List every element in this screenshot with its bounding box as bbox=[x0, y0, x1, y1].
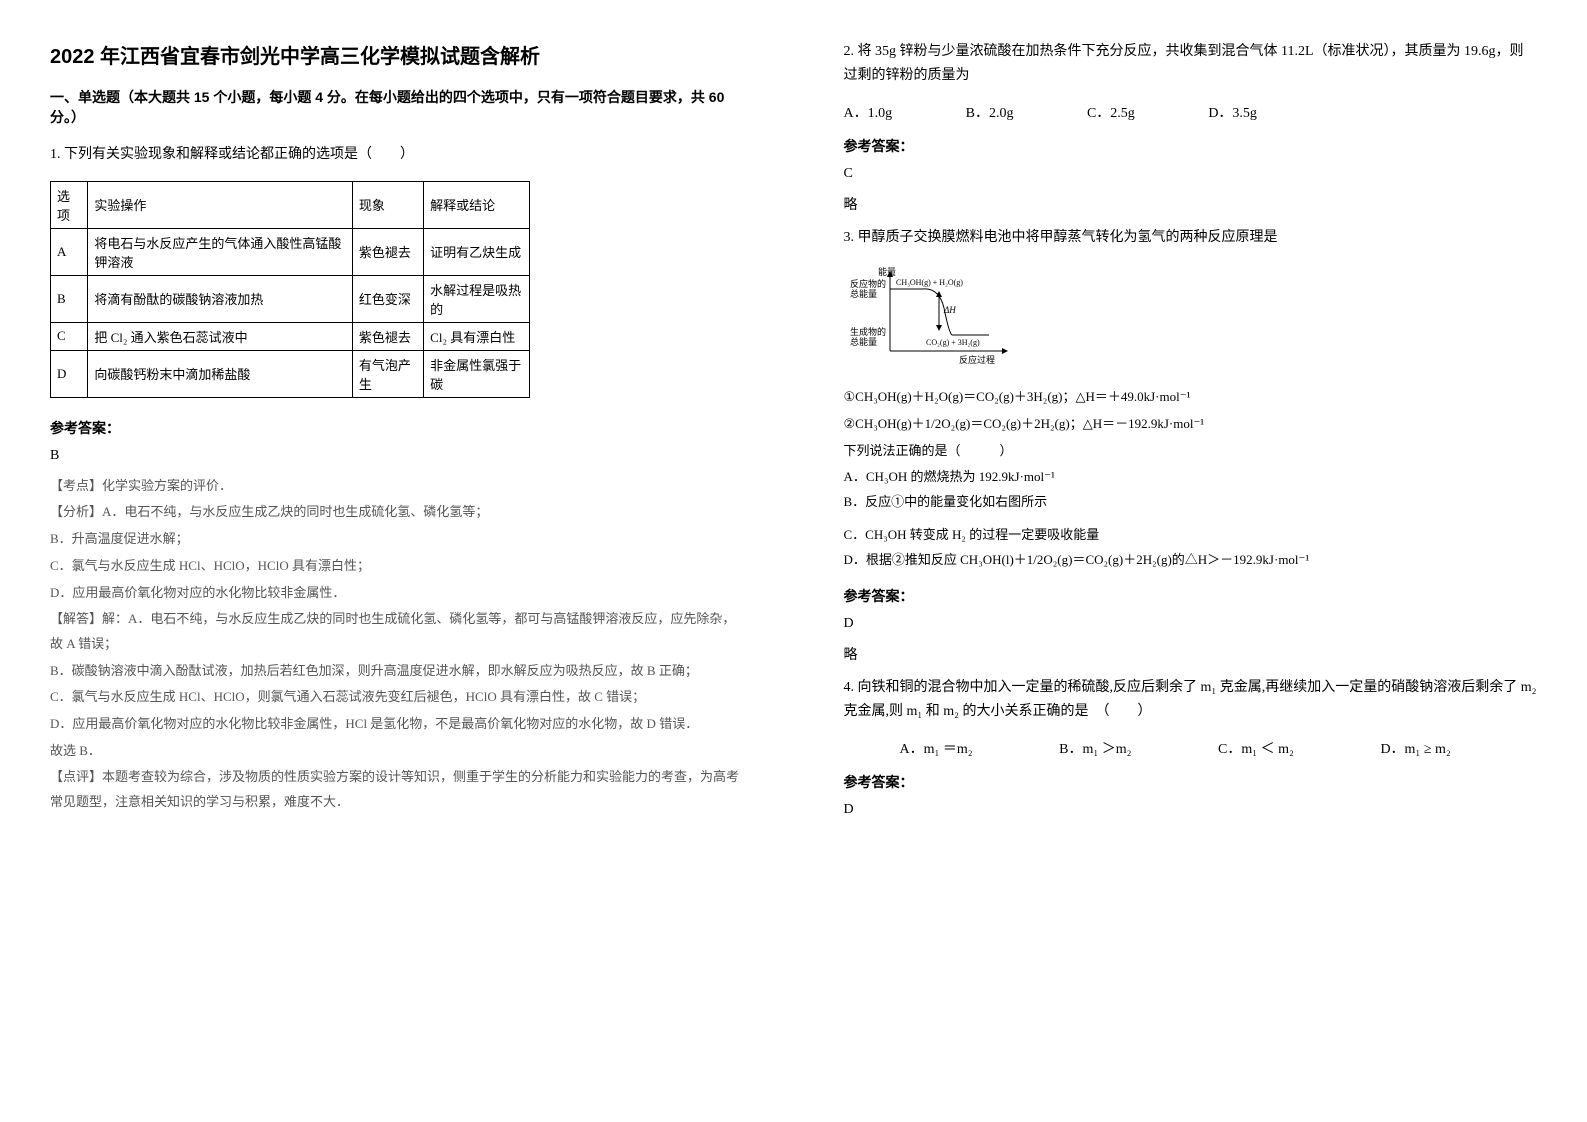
diagram-reactants-formula: CH₃OH(g) + H₂O(g) bbox=[896, 278, 963, 287]
q2-option-a: A．1.0g bbox=[844, 102, 893, 122]
table-row: C 把 Cl₂ 通入紫色石蕊试液中 紫色褪去 Cl₂ 具有漂白性 bbox=[51, 322, 530, 350]
th-conclusion: 解释或结论 bbox=[424, 181, 530, 228]
cell: 紫色褪去 bbox=[352, 228, 423, 275]
q1-analysis: 【考点】化学实验方案的评价． 【分析】A．电石不纯，与水反应生成乙炔的同时也生成… bbox=[50, 474, 744, 815]
svg-text:总能量: 总能量 bbox=[850, 288, 877, 299]
table-row: B 将滴有酚酞的碳酸钠溶液加热 红色变深 水解过程是吸热的 bbox=[51, 275, 530, 322]
q2-answer-letter: C bbox=[844, 166, 1538, 182]
th-phenomenon: 现象 bbox=[352, 181, 423, 228]
table-row: D 向碳酸钙粉末中滴加稀盐酸 有气泡产生 非金属性氯强于碳 bbox=[51, 350, 530, 397]
q2-brief: 略 bbox=[844, 194, 1538, 214]
q4-answer-letter: D bbox=[844, 802, 1538, 818]
cell: 将滴有酚酞的碳酸钠溶液加热 bbox=[88, 275, 352, 322]
th-operation: 实验操作 bbox=[88, 181, 352, 228]
left-column: 2022 年江西省宜春市剑光中学高三化学模拟试题含解析 一、单选题（本大题共 1… bbox=[0, 0, 794, 1122]
q3-stem: 3. 甲醇质子交换膜燃料电池中将甲醇蒸气转化为氢气的两种反应原理是 bbox=[844, 226, 1538, 250]
table-row: A 将电石与水反应产生的气体通入酸性高锰酸钾溶液 紫色褪去 证明有乙炔生成 bbox=[51, 228, 530, 275]
cell: 紫色褪去 bbox=[352, 322, 423, 350]
q3-option-c: C．CH₃OH 转变成 H₂ 的过程一定要吸收能量 bbox=[844, 523, 1538, 548]
q3-option-d: D．根据②推知反应 CH₃OH(l)＋1/2O₂(g)＝CO₂(g)＋2H₂(g… bbox=[844, 548, 1538, 573]
diagram-products-formula: CO₂(g) + 3H₂(g) bbox=[926, 338, 980, 347]
q3-brief: 略 bbox=[844, 644, 1538, 664]
q4-option-b: B．m₁ ＞m₂ bbox=[1031, 738, 1131, 758]
q1-stem: 1. 下列有关实验现象和解释或结论都正确的选项是（ ） bbox=[50, 143, 744, 167]
cell: D bbox=[51, 350, 88, 397]
q1-answer-label: 参考答案： bbox=[50, 418, 744, 438]
q4-stem: 4. 向铁和铜的混合物中加入一定量的稀硫酸,反应后剩余了 m₁ 克金属,再继续加… bbox=[844, 676, 1538, 724]
section-intro: 一、单选题（本大题共 15 个小题，每小题 4 分。在每小题给出的四个选项中，只… bbox=[50, 87, 744, 127]
cell: 证明有乙炔生成 bbox=[424, 228, 530, 275]
cell: 将电石与水反应产生的气体通入酸性高锰酸钾溶液 bbox=[88, 228, 352, 275]
analysis-line: B．升高温度促进水解； bbox=[50, 527, 744, 552]
q3-answer-label: 参考答案： bbox=[844, 586, 1538, 606]
cell: 向碳酸钙粉末中滴加稀盐酸 bbox=[88, 350, 352, 397]
q2-option-c: C．2.5g bbox=[1087, 102, 1135, 122]
cell: A bbox=[51, 228, 88, 275]
cell: 红色变深 bbox=[352, 275, 423, 322]
q3-eq2: ②CH₃OH(g)＋1/2O₂(g)＝CO₂(g)＋2H₂(g)；△H＝－192… bbox=[844, 412, 1538, 437]
diagram-ylabel: 能量 bbox=[878, 266, 896, 277]
analysis-line: C．氯气与水反应生成 HCl、HClO，HClO 具有漂白性； bbox=[50, 554, 744, 579]
svg-text:总能量: 总能量 bbox=[850, 336, 877, 347]
table-header-row: 选项 实验操作 现象 解释或结论 bbox=[51, 181, 530, 228]
analysis-line: 故选 B． bbox=[50, 739, 744, 764]
cell: Cl₂ 具有漂白性 bbox=[424, 322, 530, 350]
q2-answer-label: 参考答案： bbox=[844, 136, 1538, 156]
q3-follow: 下列说法正确的是（ ） bbox=[844, 439, 1538, 464]
analysis-line: B．碳酸钠溶液中滴入酚酞试液，加热后若红色加深，则升高温度促进水解，即水解反应为… bbox=[50, 659, 744, 684]
q1-table: 选项 实验操作 现象 解释或结论 A 将电石与水反应产生的气体通入酸性高锰酸钾溶… bbox=[50, 181, 530, 398]
q4-option-a: A．m₁ ＝m₂ bbox=[872, 738, 973, 758]
diagram-dh: ΔH bbox=[943, 305, 956, 315]
analysis-line: D．应用最高价氧化物对应的水化物比较非金属性，HCl 是氢化物，不是最高价氧化物… bbox=[50, 712, 744, 737]
q3-eq1: ①CH₃OH(g)＋H₂O(g)＝CO₂(g)＋3H₂(g)；△H＝＋49.0k… bbox=[844, 385, 1538, 410]
right-column: 2. 将 35g 锌粉与少量浓硫酸在加热条件下充分反应，共收集到混合气体 11.… bbox=[794, 0, 1587, 1122]
q4-options: A．m₁ ＝m₂ B．m₁ ＞m₂ C．m₁ ＜ m₂ D．m₁ ≥ m₂ bbox=[844, 738, 1538, 758]
q2-option-b: B．2.0g bbox=[966, 102, 1014, 122]
analysis-kaodian: 【考点】化学实验方案的评价． bbox=[50, 474, 744, 499]
analysis-line: 【点评】本题考查较为综合，涉及物质的性质实验方案的设计等知识，侧重于学生的分析能… bbox=[50, 765, 744, 814]
q2-option-d: D．3.5g bbox=[1208, 102, 1257, 122]
analysis-line: D．应用最高价氧化物对应的水化物比较非金属性． bbox=[50, 581, 744, 606]
q4-option-c: C．m₁ ＜ m₂ bbox=[1190, 738, 1294, 758]
cell: 有气泡产生 bbox=[352, 350, 423, 397]
cell: 非金属性氯强于碳 bbox=[424, 350, 530, 397]
q3-options: A．CH₃OH 的燃烧热为 192.9kJ·mol⁻¹ B．反应①中的能量变化如… bbox=[844, 465, 1538, 572]
cell: 把 Cl₂ 通入紫色石蕊试液中 bbox=[88, 322, 352, 350]
analysis-fenxi-lead: 【分析】A．电石不纯，与水反应生成乙炔的同时也生成硫化氢、磷化氢等； bbox=[50, 500, 744, 525]
q3-option-b: B．反应①中的能量变化如右图所示 bbox=[844, 490, 1538, 515]
th-option: 选项 bbox=[51, 181, 88, 228]
q1-answer-letter: B bbox=[50, 448, 744, 464]
q3-answer-letter: D bbox=[844, 616, 1538, 632]
diagram-xlabel: 反应过程 bbox=[959, 354, 995, 365]
analysis-line: C．氯气与水反应生成 HCl、HClO，则氯气通入石蕊试液先变红后褪色，HClO… bbox=[50, 685, 744, 710]
diagram-reactants-label: 反应物的 bbox=[850, 278, 886, 289]
cell: 水解过程是吸热的 bbox=[424, 275, 530, 322]
q4-answer-label: 参考答案： bbox=[844, 772, 1538, 792]
diagram-products-label: 生成物的 bbox=[850, 326, 886, 337]
cell: C bbox=[51, 322, 88, 350]
analysis-line: 【解答】解：A．电石不纯，与水反应生成乙炔的同时也生成硫化氢、磷化氢等，都可与高… bbox=[50, 607, 744, 656]
q3-option-a: A．CH₃OH 的燃烧热为 192.9kJ·mol⁻¹ bbox=[844, 465, 1538, 490]
page-title: 2022 年江西省宜春市剑光中学高三化学模拟试题含解析 bbox=[50, 40, 744, 69]
cell: B bbox=[51, 275, 88, 322]
q4-option-d: D．m₁ ≥ m₂ bbox=[1352, 738, 1450, 758]
q2-options: A．1.0g B．2.0g C．2.5g D．3.5g bbox=[844, 102, 1538, 122]
energy-diagram: 能量 反应物的 总能量 CH₃OH(g) + H₂O(g) ΔH 生成物的 总能… bbox=[844, 263, 1538, 373]
q2-stem: 2. 将 35g 锌粉与少量浓硫酸在加热条件下充分反应，共收集到混合气体 11.… bbox=[844, 40, 1538, 88]
